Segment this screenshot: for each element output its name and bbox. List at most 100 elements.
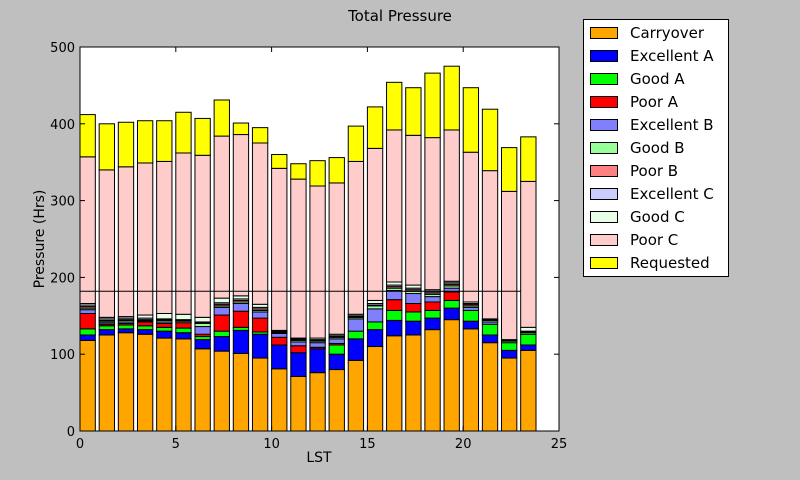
bar-poor-a-8: [232, 310, 250, 328]
bar-poor-a-7: [213, 314, 230, 332]
legend-item: Excellent A: [590, 46, 714, 66]
bar-excellent-b-18: [424, 296, 441, 303]
bar-carryover-23: [520, 349, 537, 432]
bar-excellent-a-15: [366, 329, 384, 348]
y-tick-label: 400: [50, 118, 75, 133]
bar-requested-17: [405, 87, 422, 136]
legend-label: Requested: [630, 254, 710, 272]
bar-good-c-7: [213, 297, 230, 304]
bar-poor-c-19: [443, 129, 460, 282]
legend-swatch: [590, 96, 618, 108]
legend-item: Excellent C: [590, 184, 714, 204]
bar-excellent-a-2: [117, 328, 135, 334]
y-tick-label: 100: [50, 348, 75, 363]
bar-good-a-13: [328, 344, 345, 355]
bar-excellent-a-17: [405, 320, 422, 336]
bar-excellent-a-10: [271, 344, 288, 370]
bar-poor-c-12: [309, 185, 326, 339]
legend-swatch: [590, 211, 618, 223]
legend-label: Poor B: [630, 162, 679, 180]
legend-swatch: [590, 142, 618, 154]
x-tick-label: 25: [551, 437, 568, 452]
bar-good-a-4: [156, 326, 173, 332]
bar-carryover-21: [481, 342, 499, 432]
bar-excellent-a-23: [520, 344, 537, 351]
x-axis-label: LST: [306, 450, 332, 466]
bar-excellent-b-9: [251, 311, 269, 319]
bar-good-a-3: [136, 325, 154, 331]
bar-requested-4: [156, 120, 173, 162]
bar-poor-c-3: [136, 162, 154, 316]
legend-label: Poor C: [630, 231, 679, 249]
bar-excellent-b-12: [309, 342, 326, 348]
bar-requested-22: [501, 147, 518, 192]
bar-excellent-a-5: [175, 332, 192, 340]
legend-swatch: [590, 27, 618, 39]
bar-carryover-4: [156, 337, 173, 432]
bar-poor-a-11: [290, 345, 307, 354]
bar-carryover-2: [117, 332, 135, 432]
legend-swatch: [590, 188, 618, 200]
bar-carryover-15: [366, 346, 384, 432]
bar-carryover-22: [501, 357, 518, 432]
bar-requested-11: [290, 163, 307, 180]
bar-poor-c-7: [213, 135, 230, 299]
bar-carryover-14: [347, 359, 365, 432]
bar-requested-19: [443, 65, 460, 131]
y-axis-label: Pressure (Hrs): [32, 190, 48, 289]
bar-poor-c-23: [520, 180, 537, 328]
bar-good-a-23: [520, 333, 537, 346]
legend-swatch: [590, 257, 618, 269]
bar-requested-14: [347, 125, 365, 162]
bar-good-a-17: [405, 311, 422, 322]
x-tick-label: 20: [455, 437, 472, 452]
bar-poor-c-13: [328, 182, 345, 335]
legend-label: Good A: [630, 70, 685, 88]
bar-poor-c-11: [290, 178, 307, 339]
legend-item: Poor B: [590, 161, 678, 181]
bar-good-a-20: [462, 309, 480, 322]
bar-excellent-a-12: [309, 348, 326, 374]
bar-excellent-a-7: [213, 336, 230, 352]
bar-excellent-b-16: [386, 289, 403, 301]
bar-excellent-a-3: [136, 329, 154, 335]
bar-poor-c-0: [79, 156, 96, 305]
x-tick-label: 0: [76, 437, 84, 452]
bar-requested-3: [136, 120, 154, 164]
bar-carryover-10: [271, 368, 288, 432]
bar-carryover-20: [462, 328, 480, 432]
bar-good-c-5: [175, 313, 192, 321]
legend-label: Good C: [630, 208, 685, 226]
bar-carryover-18: [424, 329, 441, 432]
bar-good-a-21: [481, 323, 499, 336]
legend-label: Carryover: [630, 24, 705, 42]
bar-excellent-a-14: [347, 338, 365, 361]
bar-excellent-a-22: [501, 349, 518, 359]
bar-requested-21: [481, 108, 499, 172]
bar-poor-c-22: [501, 190, 518, 341]
bar-requested-0: [79, 114, 96, 158]
bar-poor-a-3: [136, 321, 154, 327]
bar-requested-6: [194, 117, 211, 156]
legend: Carryover Excellent A Good A Poor A Excellen…: [583, 19, 729, 277]
bar-excellent-a-8: [232, 329, 250, 354]
bar-requested-7: [213, 99, 230, 137]
bar-excellent-b-15: [366, 308, 384, 323]
bar-requested-18: [424, 72, 441, 139]
bar-poor-c-20: [462, 151, 480, 303]
bar-poor-c-1: [98, 169, 115, 318]
bar-poor-c-17: [405, 134, 422, 286]
bar-carryover-17: [405, 334, 422, 432]
legend-label: Poor A: [630, 93, 679, 111]
bar-excellent-b-8: [232, 303, 250, 312]
bar-poor-a-9: [251, 317, 269, 333]
y-tick-label: 500: [50, 41, 75, 56]
bar-good-a-1: [98, 325, 115, 331]
legend-item: Excellent B: [590, 115, 714, 135]
bar-carryover-11: [290, 375, 307, 432]
y-tick-label: 300: [50, 195, 75, 210]
bar-excellent-a-19: [443, 307, 460, 321]
bar-poor-a-16: [386, 299, 403, 311]
bar-carryover-16: [386, 335, 403, 432]
bar-good-a-5: [175, 327, 192, 334]
